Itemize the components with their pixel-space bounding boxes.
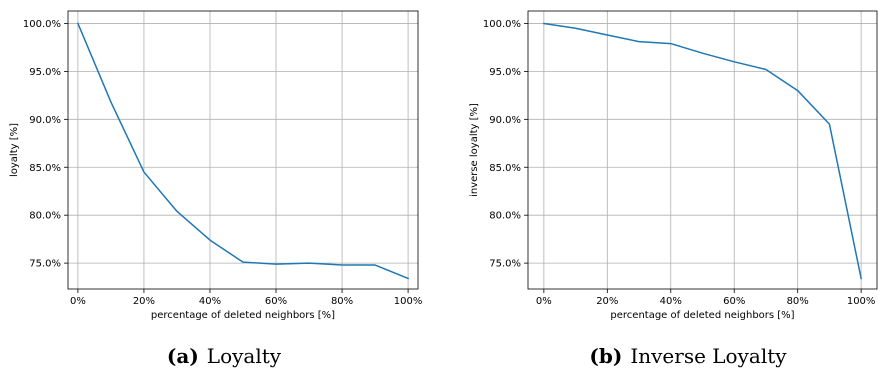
x-tick-label: 60%	[265, 296, 287, 307]
x-tick-label: 80%	[787, 296, 809, 307]
caption-text: Inverse Loyalty	[630, 344, 787, 368]
chart-panel-a: 0% 20% 40% 60% 80% 100% 75.0% 80.0% 85.0% 90.0% 95…	[9, 10, 423, 368]
y-tick-label: 95.0%	[489, 67, 521, 78]
y-axis-label: loyalty [%]	[9, 123, 20, 177]
y-tick-label: 85.0%	[29, 163, 61, 174]
plot-frame	[527, 10, 878, 290]
x-tick-label: 40%	[660, 296, 682, 307]
y-tick-label: 75.0%	[489, 259, 521, 270]
figure-caption: (a) Loyalty	[167, 344, 282, 368]
x-tick-label: 0%	[70, 296, 86, 307]
x-tick-label: 0%	[536, 296, 552, 307]
y-tick-label: 80.0%	[489, 211, 521, 222]
x-tick-label: 100%	[847, 296, 876, 307]
figure-caption: (b) Inverse Loyalty	[589, 344, 787, 368]
x-axis-label: percentage of deleted neighbors [%]	[151, 310, 335, 321]
y-tick-label: 100.0%	[483, 19, 521, 30]
y-tick-label: 100.0%	[23, 19, 61, 30]
y-tick-label: 85.0%	[489, 163, 521, 174]
x-tick-label: 40%	[199, 296, 221, 307]
x-tick-label: 80%	[331, 296, 353, 307]
caption-tag: (a)	[167, 344, 199, 368]
series-line	[76, 22, 410, 280]
x-tick-label: 20%	[133, 296, 155, 307]
y-tick-label: 90.0%	[29, 115, 61, 126]
caption-text: Loyalty	[207, 344, 282, 368]
plot-frame	[67, 10, 419, 290]
caption-tag: (b)	[589, 344, 622, 368]
series-line	[543, 22, 863, 280]
y-tick-label: 90.0%	[489, 115, 521, 126]
y-tick-label: 95.0%	[29, 67, 61, 78]
x-axis-label: percentage of deleted neighbors [%]	[610, 310, 794, 321]
chart-panel-b: 0% 20% 40% 60% 80% 100% 75.0% 80.0% 85.0% 90.0% 95…	[469, 10, 878, 368]
y-tick-label: 80.0%	[29, 211, 61, 222]
y-axis-label: inverse loyalty [%]	[469, 103, 480, 197]
x-tick-label: 100%	[394, 296, 423, 307]
x-tick-label: 20%	[596, 296, 618, 307]
y-tick-label: 75.0%	[29, 259, 61, 270]
x-tick-label: 60%	[723, 296, 745, 307]
